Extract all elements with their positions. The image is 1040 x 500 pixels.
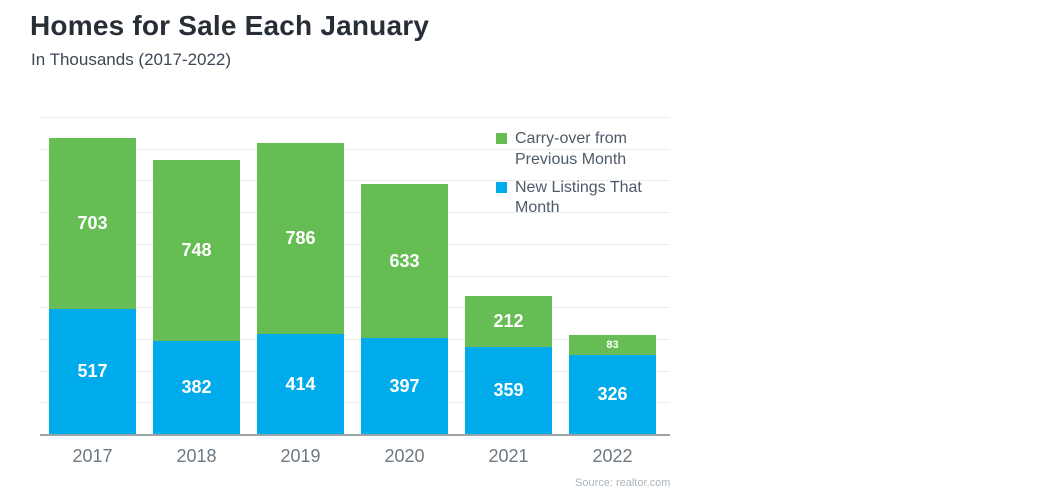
- bar-value-label: 633: [389, 250, 420, 271]
- bar-2020: 633 397 2020: [361, 184, 448, 466]
- bar-segment-carryover-2019: 786: [257, 143, 344, 334]
- x-axis-label-2022: 2022: [592, 446, 633, 466]
- legend: Carry-over from Previous Month New Listi…: [496, 129, 660, 219]
- gridline: [40, 402, 670, 404]
- x-axis-label-2017: 2017: [72, 446, 113, 466]
- gridline: [40, 117, 670, 118]
- legend-swatch-blue-icon: [496, 181, 507, 193]
- bar-segment-new-listings-2022: 326: [569, 355, 656, 434]
- bar-segment-new-listings-2018: 382: [153, 341, 240, 434]
- gridline: [40, 370, 670, 372]
- bar-value-label: 359: [493, 380, 524, 400]
- gridline: [40, 338, 670, 340]
- x-axis-label-2019: 2019: [280, 446, 321, 466]
- bar-value-label: 397: [389, 375, 420, 396]
- bar-value-label: 212: [493, 311, 524, 331]
- bar-segment-carryover-2020: 633: [361, 184, 448, 338]
- bar-segment-carryover-2018: 748: [153, 160, 240, 341]
- legend-item-carryover: Carry-over from Previous Month: [496, 129, 660, 171]
- bar-value-label: 748: [181, 240, 212, 260]
- bars-container: 703 517 2017 748 382 2018 786 414 2019 633 397 2020…: [49, 112, 656, 466]
- legend-label-new-listings: New Listings That Month: [515, 178, 642, 217]
- legend-item-new-listings: New Listings That Month: [496, 178, 660, 220]
- bar-value-label: 83: [606, 339, 619, 351]
- legend-label-carryover: Carry-over from Previous Month: [515, 130, 628, 168]
- page-subtitle: In Thousands (2017-2022): [31, 50, 232, 69]
- gridline: [40, 307, 670, 309]
- source-attribution: Source: realtor.com: [575, 477, 671, 489]
- bar-segment-carryover-2022: 83: [569, 335, 656, 355]
- bar-segment-carryover-2021: 212: [465, 296, 552, 347]
- bar-2018: 748 382 2018: [153, 160, 240, 466]
- bar-segment-new-listings-2019: 414: [257, 334, 344, 434]
- bar-value-label: 382: [181, 377, 212, 397]
- gridline: [40, 275, 670, 277]
- bar-segment-new-listings-2020: 397: [361, 338, 448, 434]
- page-title: Homes for Sale Each January: [30, 10, 430, 41]
- x-axis-label-2020: 2020: [384, 446, 425, 466]
- plot-area: 703 517 2017 748 382 2018 786 414 2019 633 397 2020…: [40, 112, 670, 466]
- legend-swatch-green-icon: [496, 133, 507, 144]
- gridline: [40, 243, 670, 245]
- bar-2019: 786 414 2019: [257, 143, 344, 466]
- bar-segment-new-listings-2021: 359: [465, 347, 552, 434]
- x-axis-label-2018: 2018: [176, 446, 217, 466]
- bar-2021: 212 359 2021: [465, 296, 552, 466]
- gridline: [40, 148, 670, 150]
- bar-segment-carryover-2017: 703: [49, 138, 136, 309]
- bar-value-label: 326: [597, 384, 628, 404]
- bar-value-label: 703: [77, 213, 108, 233]
- bar-value-label: 786: [285, 228, 316, 248]
- bar-2017: 703 517 2017: [49, 138, 136, 466]
- gridline: [40, 212, 670, 214]
- bar-2022: 83 326 2022: [569, 335, 656, 466]
- gridline: [40, 180, 670, 182]
- bar-value-label: 414: [285, 373, 316, 394]
- x-axis-label-2021: 2021: [488, 446, 529, 466]
- bar-segment-new-listings-2017: 517: [49, 309, 136, 434]
- bar-value-label: 517: [77, 361, 108, 381]
